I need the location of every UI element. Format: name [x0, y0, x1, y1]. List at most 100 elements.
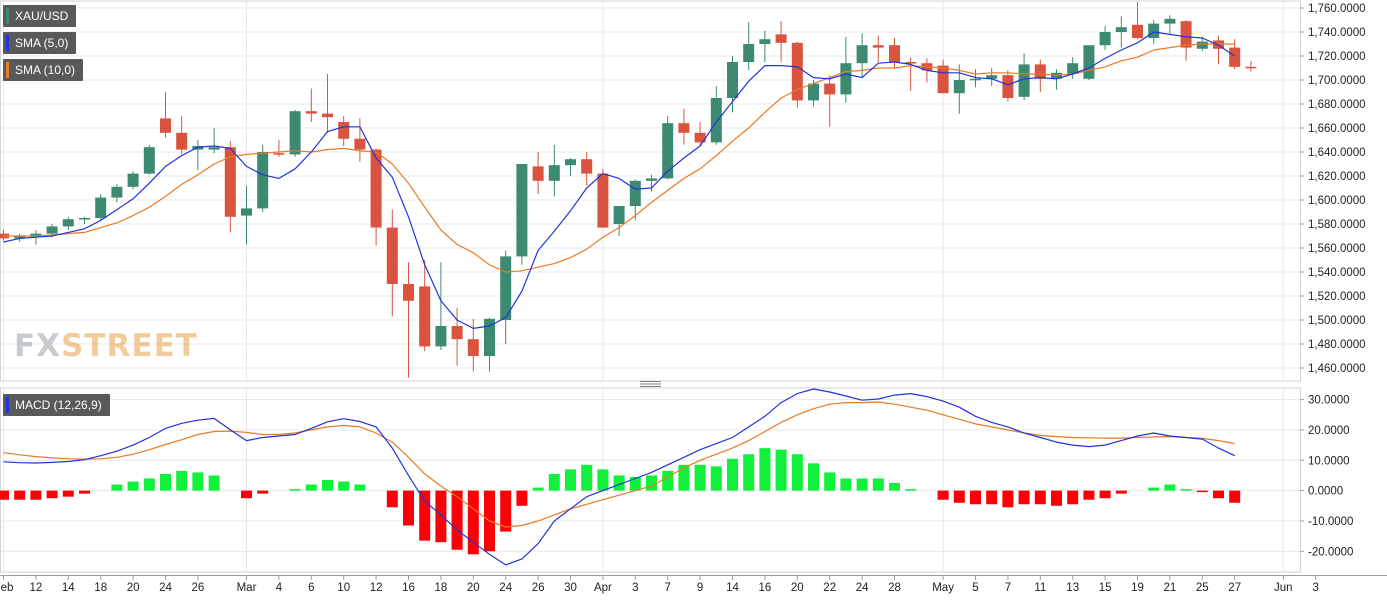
macd-histogram-bar-positive	[1180, 489, 1192, 491]
sma5-line	[3, 31, 1236, 329]
legend-xauusd[interactable]: XAU/USD	[3, 5, 77, 27]
candle-body	[370, 149, 382, 228]
macd-histogram-bar-negative	[516, 490, 528, 506]
candle	[241, 185, 252, 245]
x-tick-label: Mar	[237, 582, 257, 594]
candle-body	[79, 218, 90, 220]
candle	[127, 171, 139, 190]
x-tick-label: 6	[308, 582, 314, 594]
macd-histogram-bar-negative	[1196, 490, 1208, 493]
macd-histogram-bar-negative	[386, 490, 398, 508]
candle	[386, 209, 398, 317]
x-tick-label: 3	[1312, 582, 1318, 594]
macd-panel-frame	[0, 387, 1301, 573]
candle-body	[338, 122, 350, 139]
macd-histogram-bar-positive	[565, 469, 576, 491]
macd-histogram-bar-negative	[1067, 490, 1079, 505]
macd-histogram-bar-positive	[905, 489, 917, 491]
x-tick-label: 28	[888, 582, 901, 594]
candle-body	[970, 78, 981, 81]
price-tick-label: 1,480.0000	[1308, 339, 1366, 351]
price-tick-label: 1,560.0000	[1308, 243, 1366, 255]
candle	[435, 262, 447, 350]
macd-histogram-bar-positive	[743, 454, 755, 491]
legend-sma10[interactable]: SMA (10,0)	[3, 59, 84, 81]
candle-body	[1229, 47, 1241, 67]
macd-histogram-bar-positive	[532, 487, 544, 491]
candle-body	[743, 44, 755, 62]
candle-body	[1099, 32, 1111, 46]
macd-histogram-bar-negative	[403, 490, 414, 526]
x-tick-label: 24	[856, 582, 869, 594]
macd-tick-label: -20.0000	[1308, 546, 1353, 558]
macd-line	[3, 388, 1235, 566]
macd-tick-label: 10.0000	[1308, 455, 1350, 467]
candle	[160, 92, 171, 138]
price-tick-label: 1,620.0000	[1308, 171, 1366, 183]
candle-body	[1051, 72, 1062, 79]
candle-body	[597, 173, 609, 228]
x-tick-label: 20	[127, 582, 140, 594]
candle	[565, 158, 576, 176]
x-tick-label: 26	[532, 582, 545, 594]
candle-body	[176, 132, 188, 150]
candle	[727, 56, 738, 113]
candle-body	[1196, 41, 1208, 49]
x-tick-label: Apr	[594, 582, 612, 594]
candle	[111, 184, 123, 203]
price-tick-label: 1,460.0000	[1308, 363, 1366, 375]
candle-body	[1067, 63, 1079, 74]
x-tick-label: 26	[192, 582, 205, 594]
candle	[646, 174, 657, 192]
candle-body	[467, 339, 479, 356]
candle	[775, 21, 787, 62]
candle-body	[710, 98, 722, 143]
candle-body	[889, 45, 900, 62]
candle-body	[14, 236, 26, 239]
candle-body	[322, 113, 333, 118]
candle	[1067, 57, 1079, 79]
x-tick-label: 12	[30, 582, 43, 594]
macd-histogram-bar-positive	[856, 478, 868, 491]
candle	[597, 168, 609, 228]
legend-macd[interactable]: MACD (12,26,9)	[3, 394, 110, 416]
macd-signal-line	[3, 401, 1235, 528]
candle-body	[62, 219, 74, 227]
candle-body	[143, 147, 155, 174]
legend-sma5[interactable]: SMA (5,0)	[3, 32, 77, 54]
candle	[208, 128, 220, 154]
x-tick-label: 22	[823, 582, 836, 594]
candle-body	[856, 45, 868, 64]
x-tick-label: 25	[1196, 582, 1209, 594]
macd-histogram-bar-positive	[192, 472, 204, 491]
candle	[143, 144, 155, 175]
candle	[451, 308, 463, 366]
macd-histogram-bar-positive	[808, 463, 819, 491]
legend-label-sma10: SMA (10,0)	[15, 63, 76, 77]
candle-body	[111, 186, 123, 198]
candle-body	[581, 159, 593, 174]
candle-body	[500, 256, 512, 320]
candle	[629, 179, 641, 221]
macd-tick-label: 0.0000	[1308, 486, 1343, 498]
candle	[1245, 60, 1257, 72]
macd-histogram-bar-positive	[613, 475, 625, 491]
legend-label-sma5: SMA (5,0)	[15, 36, 69, 50]
x-tick-label: Jun	[1274, 582, 1293, 594]
macd-histogram-bar-positive	[111, 484, 123, 491]
candle-body	[694, 132, 706, 143]
x-tick-label: 4	[276, 582, 283, 594]
candle-body	[727, 62, 738, 98]
candle-body	[484, 318, 495, 356]
macd-histogram-bar-negative	[435, 490, 447, 543]
candle-body	[678, 123, 690, 133]
legend-label-xauusd: XAU/USD	[15, 9, 69, 23]
x-tick-label: 16	[759, 582, 772, 594]
legend-swatch-sma10	[6, 62, 9, 78]
candle-body	[953, 80, 965, 94]
macd-histogram-bar-positive	[176, 470, 188, 491]
macd-histogram-bar-positive	[759, 448, 771, 491]
macd-histogram-bar-negative	[1229, 490, 1241, 503]
macd-histogram-bar-negative	[257, 490, 269, 494]
watermark-part1: FX	[14, 328, 62, 364]
